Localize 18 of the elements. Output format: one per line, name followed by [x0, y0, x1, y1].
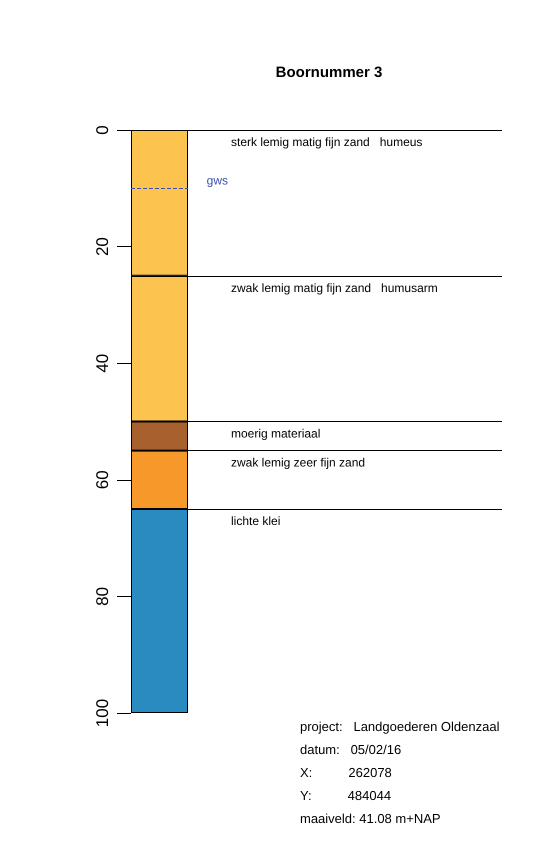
text: X: 262078	[300, 765, 392, 780]
ref-line-label: zwak lemig zeer fijn zand	[231, 456, 366, 470]
text: maaiveld: 41.08 m+NAP	[300, 811, 441, 826]
y-tick-label: 40	[93, 354, 112, 373]
text: datum: 05/02/16	[300, 742, 402, 757]
y-tick-label: 60	[93, 470, 112, 490]
y-tick-label: 0	[93, 125, 112, 135]
text: project: Landgoederen Oldenzaal	[300, 719, 500, 734]
ref-line-label: lichte klei	[231, 514, 280, 528]
ref-line-label: moerig materiaal	[231, 426, 320, 440]
chart-title: Boornummer 3	[276, 64, 382, 81]
text: Y: 484044	[300, 788, 392, 803]
y-tick-label: 80	[93, 586, 112, 606]
y-tick-label: 20	[93, 237, 112, 256]
y-tick-label: 100	[93, 698, 112, 728]
ref-line-label: sterk lemig matig fijn zand humeus	[231, 135, 422, 149]
ref-line-label: gws	[206, 173, 228, 188]
ref-line-label: zwak lemig matig fijn zand humusarm	[231, 280, 438, 295]
